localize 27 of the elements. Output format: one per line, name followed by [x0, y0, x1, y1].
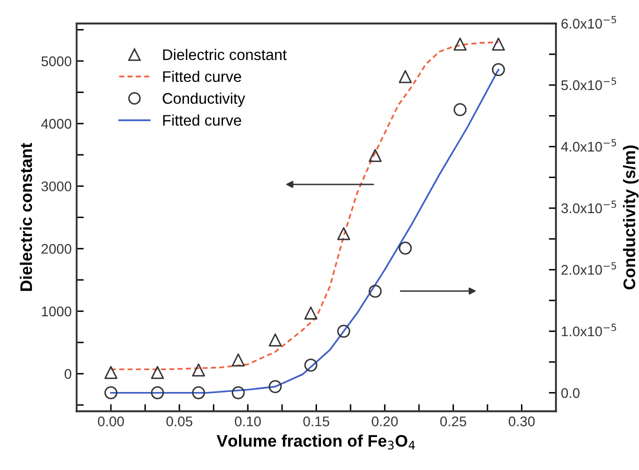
y2-tick-label: 6.0x10$^{−5}$ — [561, 16, 616, 29]
y-tick-label: 4000 — [41, 118, 72, 129]
y-tick-label: 2000 — [42, 244, 72, 254]
y2-tick-label: 0.0 — [561, 388, 580, 398]
x-tick-label: 0.00 — [98, 416, 124, 426]
y-tick-label: 1000 — [42, 306, 72, 316]
y2-tick-label: 5.0x10$^{−5}$ — [561, 78, 616, 90]
legend-label: Fitted curve — [163, 114, 242, 126]
y2-tick-label: 4.0x10$^{−5}$ — [561, 139, 616, 152]
y-tick-label: 3000 — [41, 181, 72, 192]
y2-tick-label: 1.0x10$^{−5}$ — [562, 324, 616, 336]
y-tick-label: 0 — [64, 369, 72, 379]
x-tick-label: 0.10 — [234, 416, 261, 426]
x-axis-title: Volume fraction of Fe$_{3}$O$_{4}$ — [216, 434, 415, 450]
x-tick-label: 0.30 — [508, 416, 535, 426]
y2-tick-label: 2.0x10$^{−5}$ — [561, 262, 616, 275]
x-tick-label: 0.20 — [372, 416, 398, 426]
x-tick-label: 0.25 — [440, 416, 466, 426]
x-tick-label: 0.05 — [166, 416, 192, 426]
x-tick-label: 0.15 — [303, 416, 330, 426]
legend-label: Dielectric constant — [163, 48, 287, 60]
y-axis-title: Dielectric constant — [20, 143, 32, 291]
y-tick-label: 5000 — [41, 56, 72, 66]
legend-label: Conductivity — [162, 92, 246, 107]
y2-tick-label: 3.0x10$^{−5}$ — [561, 200, 616, 214]
y2-axis-title: Conductivity (s/m) — [623, 146, 639, 290]
legend-label: Fitted curve — [163, 70, 242, 82]
